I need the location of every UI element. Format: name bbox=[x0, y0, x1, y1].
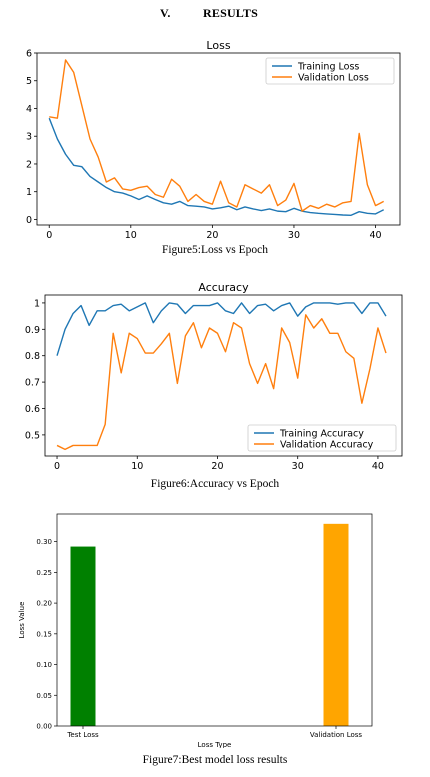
y-tick-label: 0.30 bbox=[36, 538, 52, 546]
figure5-caption: Figure5:Loss vs Epoch bbox=[161, 244, 269, 256]
figure6-caption: Figure6:Accuracy vs Epoch bbox=[150, 478, 280, 490]
series-line-1 bbox=[48, 117, 385, 216]
y-tick-label: 0.8 bbox=[25, 351, 40, 362]
y-tick-label: 1 bbox=[26, 187, 32, 198]
figure7-caption: Figure7:Best model loss results bbox=[142, 754, 288, 766]
bar-2 bbox=[323, 523, 349, 726]
legend-box bbox=[265, 57, 395, 85]
x-tick-label: 20 bbox=[206, 230, 218, 241]
series-line-1 bbox=[56, 302, 387, 356]
plot-frame bbox=[44, 294, 403, 457]
x-axis-label: Loss Type bbox=[198, 741, 232, 748]
y-tick-label: 5 bbox=[26, 76, 32, 87]
y-tick-label: 0.10 bbox=[36, 661, 52, 669]
y-tick-label: 0 bbox=[26, 215, 32, 226]
series-line-2 bbox=[49, 59, 385, 212]
section-number: V. bbox=[160, 6, 171, 20]
y-tick-label: 3 bbox=[26, 132, 32, 143]
x-tick-label: 40 bbox=[369, 230, 381, 241]
y-tick-label: 1 bbox=[34, 298, 40, 309]
loss-bar-chart: 0.00 0.05 0.10 0.15 0.20 0.25 0.30 Test Loss Val… bbox=[18, 513, 373, 748]
x-tick-label: 10 bbox=[125, 230, 137, 241]
y-tick-label: 0.20 bbox=[36, 600, 52, 608]
accuracy-chart: Accuracy 0 10 20 30 40 0.5 0.6 0.7 0.8 0.9 1 Trainin… bbox=[25, 281, 403, 472]
y-tick-label: 4 bbox=[26, 104, 32, 115]
series-line-2 bbox=[56, 314, 387, 451]
x-tick-label: Validation Loss bbox=[310, 731, 362, 739]
x-tick-label: Test Loss bbox=[66, 731, 99, 739]
legend-label: Validation Accuracy bbox=[280, 440, 374, 451]
x-tick-label: 30 bbox=[292, 461, 304, 472]
legend-label: Training Loss bbox=[297, 62, 359, 73]
x-tick-label: 40 bbox=[372, 461, 384, 472]
x-tick-label: 0 bbox=[54, 461, 60, 472]
y-tick-label: 2 bbox=[26, 159, 32, 170]
y-tick-label: 6 bbox=[26, 49, 32, 60]
chart-title: Accuracy bbox=[198, 281, 249, 294]
legend-label: Validation Loss bbox=[298, 73, 369, 84]
x-tick-label: 0 bbox=[46, 230, 52, 241]
legend-label: Training Accuracy bbox=[279, 429, 364, 440]
plot-frame bbox=[56, 513, 373, 727]
y-tick-label: 0.6 bbox=[25, 404, 40, 415]
y-tick-label: 0.15 bbox=[36, 630, 52, 638]
section-title: RESULTS bbox=[203, 6, 258, 20]
x-tick-label: 20 bbox=[211, 461, 223, 472]
chart-title: Loss bbox=[206, 39, 230, 52]
bar-1 bbox=[70, 546, 96, 726]
loss-chart: Loss 0 10 20 30 40 0 1 2 3 4 5 6 Training LossValidat… bbox=[26, 39, 401, 241]
y-axis-label: Loss Value bbox=[18, 602, 26, 639]
x-tick-label: 10 bbox=[131, 461, 143, 472]
y-tick-label: 0.25 bbox=[36, 569, 52, 577]
y-tick-label: 0.00 bbox=[36, 723, 52, 731]
y-tick-label: 0.9 bbox=[25, 325, 40, 336]
y-tick-label: 0.7 bbox=[25, 378, 40, 389]
x-tick-label: 30 bbox=[288, 230, 300, 241]
plot-frame bbox=[36, 52, 401, 226]
legend-box bbox=[247, 424, 397, 452]
y-tick-label: 0.5 bbox=[25, 430, 40, 441]
y-tick-label: 0.05 bbox=[36, 692, 52, 700]
